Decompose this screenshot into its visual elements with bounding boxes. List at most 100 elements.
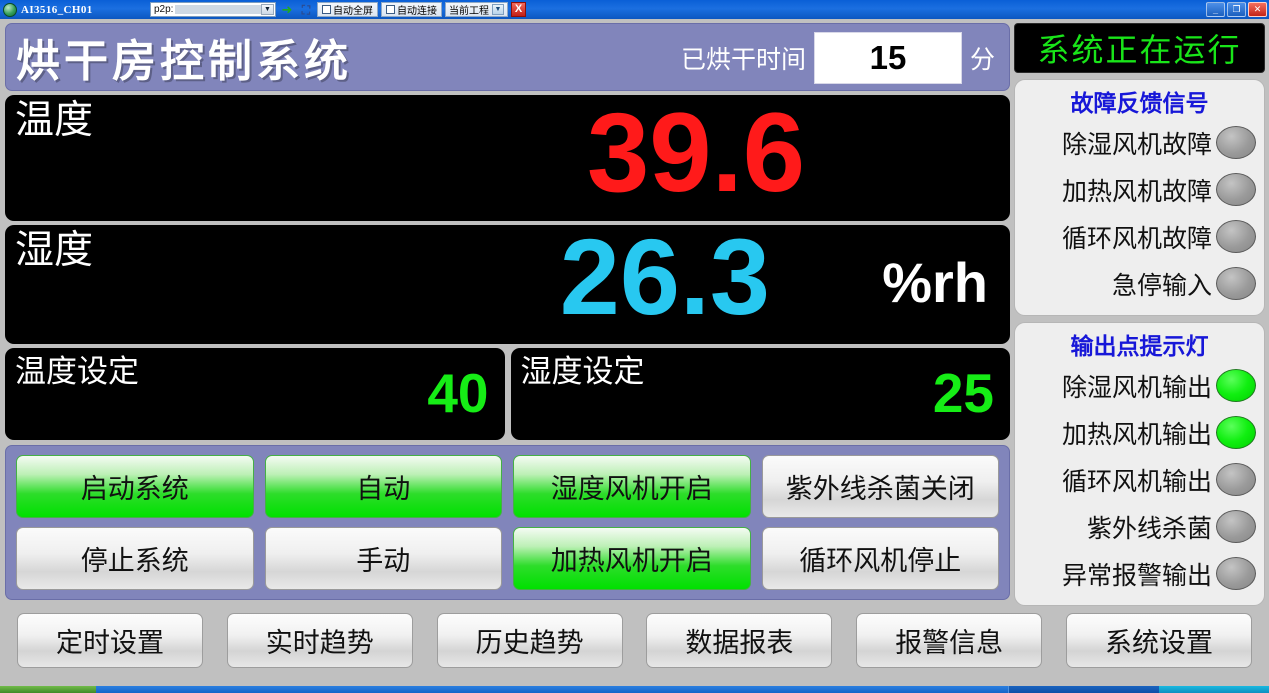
- temperature-value: 39.6: [587, 95, 805, 215]
- temperature-label: 温度: [15, 99, 94, 142]
- temperature-setpoint[interactable]: 温度设定 40: [5, 348, 505, 440]
- page-title: 烘干房控制系统: [16, 37, 352, 86]
- arrow-right-icon[interactable]: ➜: [281, 2, 293, 17]
- output-label-dehumid-fan: 除湿风机输出: [1061, 374, 1212, 402]
- nav-data-report[interactable]: 数据报表: [646, 612, 833, 668]
- minimize-button[interactable]: _: [1206, 2, 1225, 17]
- fault-label-dehumid-fan: 除湿风机故障: [1061, 131, 1212, 159]
- humidity-readout: 湿度 26.3 %rh: [5, 225, 1010, 344]
- control-button-panel: 启动系统 自动 湿度风机开启 紫外线杀菌关闭 停止系统 手动 加热风机开启 循环…: [5, 445, 1010, 600]
- current-project-label: 当前工程: [449, 6, 489, 17]
- output-lamp-uv-sterilize: [1216, 510, 1256, 543]
- hmi-stage: 烘干房控制系统 已烘干时间 15 分 温度 39.6 湿度 26.3 %rh: [0, 19, 1269, 680]
- checkbox-auto-fullscreen[interactable]: 自动全屏: [317, 2, 378, 17]
- button-uv-sterilize-off[interactable]: 紫外线杀菌关闭: [761, 455, 999, 518]
- checkbox-box[interactable]: [322, 5, 331, 14]
- taskbar-window-item[interactable]: [1008, 686, 1159, 693]
- taskbar-items[interactable]: [96, 686, 1008, 693]
- output-lamp-dehumid-fan: [1216, 369, 1256, 402]
- fault-lamp-dehumid-fan: [1216, 126, 1256, 159]
- output-row-heating-fan: 加热风机输出: [1023, 409, 1256, 456]
- checkbox-auto-fullscreen-label: 自动全屏: [333, 6, 373, 17]
- system-status-text: 系统正在运行: [1037, 32, 1242, 68]
- checkbox-auto-connect[interactable]: 自动连接: [381, 2, 442, 17]
- button-circulation-fan-stop[interactable]: 循环风机停止: [761, 527, 999, 590]
- button-stop-system[interactable]: 停止系统: [16, 527, 254, 590]
- dry-time-value[interactable]: 15: [813, 32, 962, 84]
- taskbar-start-button[interactable]: [0, 686, 96, 693]
- fault-lamp-heating-fan: [1216, 173, 1256, 206]
- output-row-alarm: 异常报警输出: [1023, 550, 1256, 597]
- page-header: 烘干房控制系统 已烘干时间 15 分: [5, 23, 1010, 91]
- nav-timer-settings[interactable]: 定时设置: [17, 612, 203, 668]
- output-label-uv-sterilize: 紫外线杀菌: [1086, 515, 1212, 543]
- humidity-value: 26.3: [559, 225, 770, 337]
- output-lamp-heating-fan: [1216, 416, 1256, 449]
- temperature-setpoint-value: 40: [427, 362, 489, 424]
- humidity-label: 湿度: [15, 229, 94, 272]
- nav-system-settings[interactable]: 系统设置: [1065, 612, 1252, 668]
- humidity-setpoint-value: 25: [932, 362, 994, 424]
- temperature-readout: 温度 39.6: [5, 95, 1010, 221]
- fault-row-emergency-stop: 急停输入: [1023, 260, 1256, 307]
- dry-time-group: 已烘干时间 15 分: [681, 24, 995, 92]
- bottom-navigation: 定时设置 实时趋势 历史趋势 数据报表 报警信息 系统设置: [5, 609, 1264, 671]
- side-column: 系统正在运行 故障反馈信号 除湿风机故障 加热风机故障 循环风机故障: [1014, 23, 1265, 606]
- button-heating-fan-on[interactable]: 加热风机开启: [513, 527, 751, 590]
- chevron-down-icon[interactable]: ▼: [261, 4, 274, 15]
- os-taskbar: [0, 686, 1269, 693]
- button-auto-mode[interactable]: 自动: [264, 455, 502, 518]
- current-project-selector[interactable]: 当前工程 ▼: [445, 2, 508, 17]
- humidity-setpoint[interactable]: 湿度设定 25: [510, 348, 1010, 440]
- button-start-system[interactable]: 启动系统: [16, 455, 254, 518]
- taskbar-tray[interactable]: [1159, 686, 1269, 693]
- output-row-uv-sterilize: 紫外线杀菌: [1023, 503, 1256, 550]
- p2p-label: p2p:: [154, 4, 174, 15]
- output-row-circulation-fan: 循环风机输出: [1023, 456, 1256, 503]
- fault-row-dehumid-fan: 除湿风机故障: [1023, 119, 1256, 166]
- output-row-dehumid-fan: 除湿风机输出: [1023, 362, 1256, 409]
- fault-row-heating-fan: 加热风机故障: [1023, 166, 1256, 213]
- output-indicator-panel: 输出点提示灯 除湿风机输出 加热风机输出 循环风机输出 紫外线杀菌: [1014, 322, 1265, 606]
- fullscreen-icon[interactable]: ⛶: [301, 2, 311, 17]
- button-humidity-fan-on[interactable]: 湿度风机开启: [513, 455, 751, 518]
- button-manual-mode[interactable]: 手动: [264, 527, 502, 590]
- p2p-value-redacted: [175, 5, 261, 14]
- close-x-icon[interactable]: X: [511, 2, 526, 17]
- nav-history-trend[interactable]: 历史趋势: [436, 612, 623, 668]
- fault-lamp-emergency-stop: [1216, 267, 1256, 300]
- output-label-circulation-fan: 循环风机输出: [1061, 468, 1212, 496]
- checkbox-box[interactable]: [386, 5, 395, 14]
- connection-toolbar: p2p: ▼ ➜ ⛶ 自动全屏 自动连接 当前工程 ▼ X: [150, 1, 526, 18]
- humidity-unit: %rh: [882, 251, 988, 314]
- close-button[interactable]: ✕: [1248, 2, 1267, 17]
- dry-time-label: 已烘干时间: [680, 47, 806, 74]
- fault-lamp-circulation-fan: [1216, 220, 1256, 253]
- output-panel-title: 输出点提示灯: [1070, 334, 1209, 359]
- window-titlebar: AI3516_CH01 p2p: ▼ ➜ ⛶ 自动全屏 自动连接 当前工程 ▼ …: [0, 0, 1269, 19]
- fault-label-emergency-stop: 急停输入: [1111, 272, 1212, 300]
- main-column: 烘干房控制系统 已烘干时间 15 分 温度 39.6 湿度 26.3 %rh: [5, 23, 1010, 600]
- nav-alarm-info[interactable]: 报警信息: [856, 612, 1043, 668]
- temperature-setpoint-label: 温度设定: [15, 354, 139, 389]
- p2p-address-combo[interactable]: p2p: ▼: [150, 2, 276, 17]
- shield-icon: [3, 2, 17, 17]
- setpoint-row: 温度设定 40 湿度设定 25: [5, 348, 1010, 440]
- fault-label-heating-fan: 加热风机故障: [1061, 178, 1212, 206]
- chevron-down-icon[interactable]: ▼: [492, 4, 504, 15]
- output-label-alarm: 异常报警输出: [1061, 562, 1212, 590]
- output-lamp-alarm: [1216, 557, 1256, 590]
- system-status-banner: 系统正在运行: [1014, 23, 1265, 73]
- output-lamp-circulation-fan: [1216, 463, 1256, 496]
- fault-label-circulation-fan: 循环风机故障: [1061, 225, 1212, 253]
- output-label-heating-fan: 加热风机输出: [1061, 421, 1212, 449]
- humidity-setpoint-label: 湿度设定: [520, 354, 645, 389]
- checkbox-auto-connect-label: 自动连接: [397, 6, 437, 17]
- window-controls: _ ❐ ✕: [1206, 2, 1267, 17]
- dry-time-unit: 分: [969, 47, 995, 74]
- fault-row-circulation-fan: 循环风机故障: [1023, 213, 1256, 260]
- maximize-button[interactable]: ❐: [1227, 2, 1246, 17]
- nav-realtime-trend[interactable]: 实时趋势: [226, 612, 413, 668]
- fault-feedback-panel: 故障反馈信号 除湿风机故障 加热风机故障 循环风机故障 急停输入: [1014, 79, 1265, 316]
